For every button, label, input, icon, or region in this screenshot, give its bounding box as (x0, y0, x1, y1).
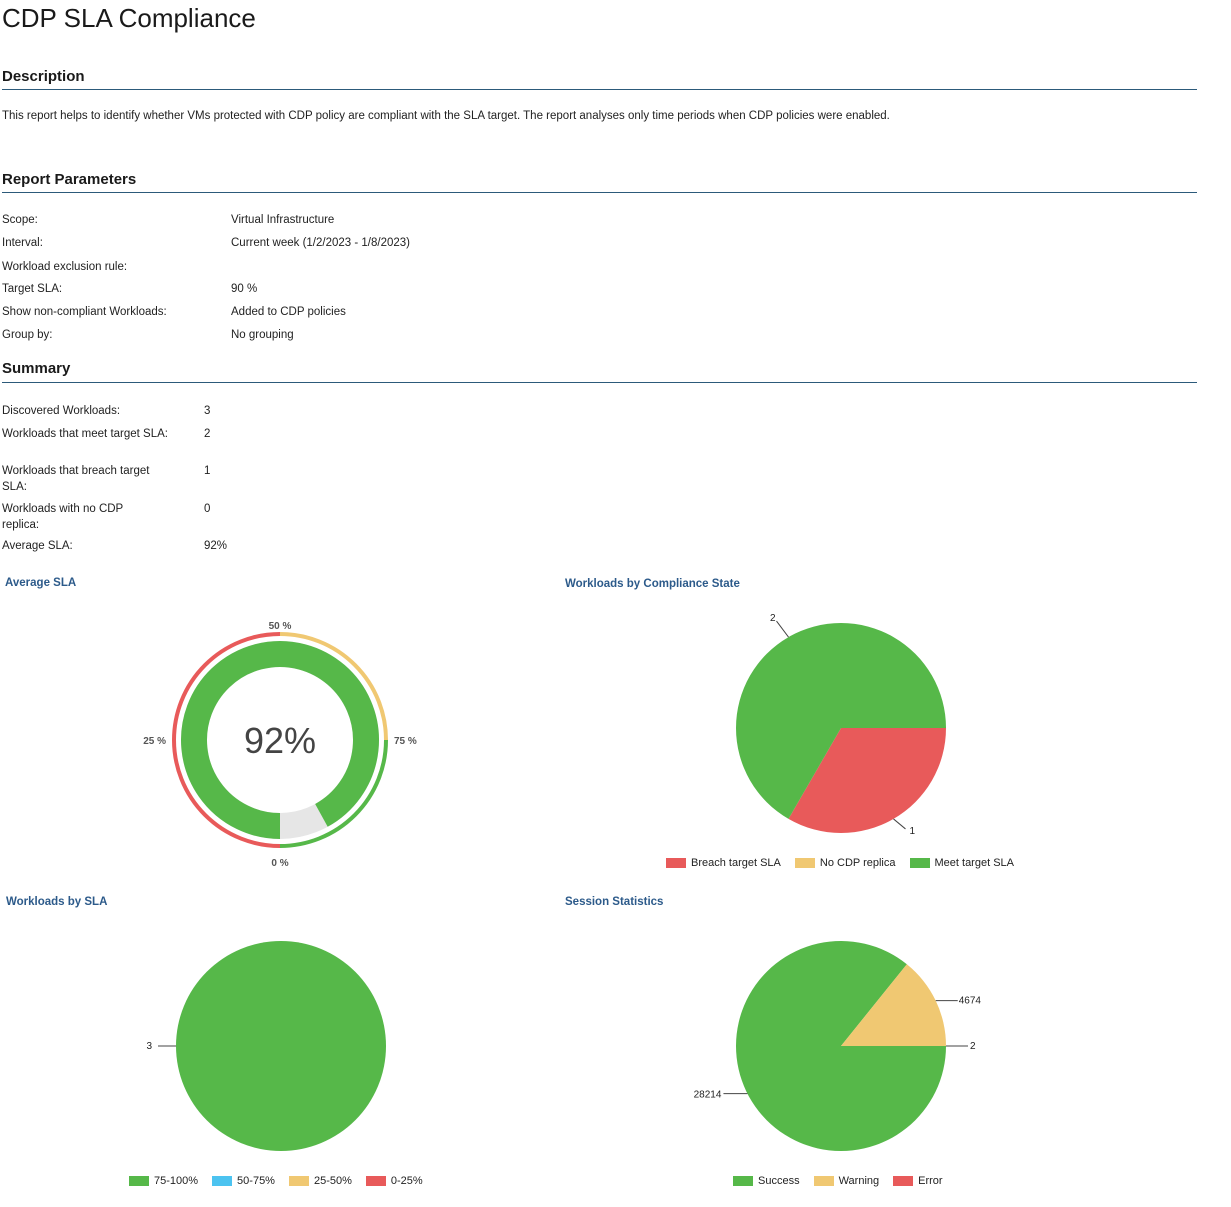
gauge-band-2 (279, 739, 388, 848)
legend-label-warning: Warning (838, 1175, 880, 1187)
legend-label-breach: Breach target SLA (691, 857, 781, 869)
summary-label-breach: Workloads that breach target SLA: (2, 465, 150, 493)
legend-label-no-replica: No CDP replica (819, 857, 896, 869)
legend-item-75-100: 75-100% (129, 1175, 198, 1187)
summary-label-no-replica: Workloads with no CDP replica: (2, 503, 124, 531)
sla-legend: 75-100% 50-75% 25-50% 0-25% (129, 1175, 423, 1187)
legend-item-success: Success (733, 1175, 800, 1187)
param-label-exclusion: Workload exclusion rule: (2, 261, 128, 273)
summary-label-discovered: Discovered Workloads: (2, 405, 121, 417)
chart-title-workloads-by-sla: Workloads by SLA (6, 896, 108, 908)
pie-data-label-error: 2 (970, 1041, 976, 1052)
summary-heading: Summary (2, 360, 71, 377)
param-label-group-by: Group by: (2, 329, 53, 341)
legend-item-50-75: 50-75% (212, 1175, 275, 1187)
description-heading: Description (2, 68, 85, 85)
workloads-by-sla-pie: 3 (146, 941, 386, 1151)
legend-item-error: Error (893, 1175, 943, 1187)
param-label-non-compliant: Show non-compliant Workloads: (2, 306, 167, 318)
legend-swatch-warning (813, 1176, 834, 1186)
param-value-group-by: No grouping (231, 329, 294, 341)
legend-swatch-25-50 (288, 1176, 309, 1186)
param-value-target-sla: 90 % (231, 283, 258, 295)
gauge-value-arc (181, 641, 379, 839)
description-rule (2, 89, 1197, 90)
legend-swatch-success (733, 1176, 753, 1186)
param-label-interval: Interval: (2, 237, 43, 249)
gauge-tick-label: 50 % (269, 621, 292, 632)
gauge-tick-label: 25 % (143, 736, 166, 747)
pie-data-label-meet-target-sla: 2 (770, 613, 776, 624)
legend-swatch-meet (909, 858, 930, 868)
legend-label-75-100: 75-100% (154, 1175, 199, 1187)
pie-leader-meet-target-sla (776, 620, 789, 638)
pie-slice-meet-target-sla (736, 623, 946, 819)
param-value-non-compliant: Added to CDP policies (231, 306, 346, 318)
legend-label-0-25: 0-25% (390, 1175, 423, 1187)
page-title: CDP SLA Compliance (2, 3, 256, 33)
legend-swatch-no-replica (794, 858, 815, 868)
summary-value-discovered: 3 (204, 405, 211, 417)
gauge-band-1 (279, 632, 388, 741)
param-value-scope: Virtual Infrastructure (231, 214, 335, 226)
chart-title-compliance-state: Workloads by Compliance State (565, 578, 740, 590)
legend-item-breach: Breach target SLA (666, 857, 781, 869)
legend-label-success: Success (758, 1175, 800, 1187)
summary-value-breach: 1 (204, 465, 211, 477)
pie-data-label-breach-target-sla: 1 (910, 826, 916, 837)
description-text: This report helps to identify whether VM… (2, 110, 890, 122)
legend-swatch-breach (666, 858, 686, 868)
legend-swatch-75-100 (129, 1176, 149, 1186)
summary-label-meet: Workloads that meet target SLA: (2, 428, 168, 440)
summary-label-average: Average SLA: (2, 540, 73, 552)
legend-swatch-error (893, 1176, 914, 1186)
legend-label-25-50: 25-50% (313, 1175, 352, 1187)
legend-label-meet: Meet target SLA (934, 857, 1015, 869)
param-label-scope: Scope: (2, 214, 38, 226)
summary-rule (2, 382, 1197, 383)
gauge-tick-label: 0 % (271, 858, 288, 869)
legend-item-25-50: 25-50% (288, 1175, 352, 1187)
session-legend: Success Warning Error (733, 1175, 943, 1187)
legend-label-error: Error (918, 1175, 943, 1187)
parameters-heading: Report Parameters (2, 171, 137, 188)
legend-item-0-25: 0-25% (365, 1175, 423, 1187)
summary-value-no-replica: 0 (204, 503, 211, 515)
summary-value-average: 92% (204, 540, 228, 552)
legend-swatch-50-75 (212, 1176, 233, 1186)
compliance-state-pie: 12 (736, 613, 946, 837)
pie-slice-75-100- (176, 941, 386, 1151)
legend-label-50-75: 50-75% (237, 1175, 275, 1187)
session-statistics-pie: 4674 2 28214 (694, 941, 982, 1151)
pie-data-label-success: 28214 (694, 1090, 722, 1101)
parameters-rule (2, 192, 1197, 193)
average-sla-gauge: 92% 0 % 25 % 50 % 75 % (143, 621, 417, 869)
legend-item-meet: Meet target SLA (909, 857, 1015, 869)
chart-title-session-statistics: Session Statistics (565, 896, 664, 908)
legend-item-no-replica: No CDP replica (794, 857, 896, 869)
pie-data-label-warning: 4674 (959, 996, 982, 1007)
legend-item-warning: Warning (813, 1175, 880, 1187)
compliance-legend: Breach target SLA No CDP replica Meet ta… (666, 857, 1014, 869)
pie-data-label-75-100-: 3 (146, 1041, 152, 1052)
gauge-center-label: 92% (244, 720, 316, 761)
pie-slice-success (736, 941, 946, 1151)
param-label-target-sla: Target SLA: (2, 283, 63, 295)
legend-swatch-0-25 (365, 1176, 386, 1186)
gauge-band-0 (172, 632, 281, 848)
pie-leader-breach-target-sla (893, 818, 906, 830)
pie-slice-breach-target-sla (788, 728, 946, 833)
pie-slice-warning (841, 964, 946, 1046)
gauge-tick-label: 75 % (394, 736, 417, 747)
chart-title-average-sla: Average SLA (5, 577, 77, 589)
summary-value-meet: 2 (204, 428, 211, 440)
param-value-interval: Current week (1/2/2023 - 1/8/2023) (231, 237, 410, 249)
